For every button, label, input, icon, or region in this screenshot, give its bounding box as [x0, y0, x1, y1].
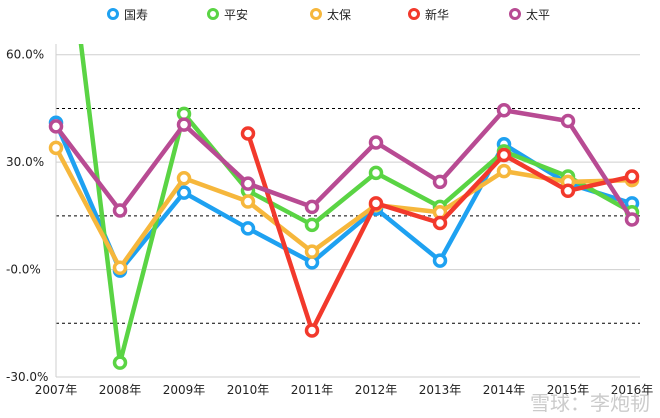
x-tick-label: 2013年	[419, 383, 462, 397]
data-point	[112, 203, 128, 218]
data-point	[112, 355, 128, 370]
legend-label-太平: 太平	[526, 7, 550, 22]
y-tick-label: 30.0%	[6, 155, 44, 169]
data-point	[624, 169, 640, 184]
legend-marker-新华	[408, 8, 420, 20]
data-point	[560, 113, 576, 129]
data-point	[176, 117, 192, 132]
legend-marker-太平	[509, 8, 521, 20]
series-太保	[48, 140, 640, 276]
data-point	[368, 135, 384, 150]
x-tick-label: 2014年	[483, 383, 526, 397]
data-point	[240, 194, 256, 209]
legend-label-太保: 太保	[327, 7, 351, 22]
legend-marker-太保	[310, 8, 322, 20]
x-tick-label: 2016年	[611, 383, 654, 397]
data-point	[496, 163, 512, 179]
data-point	[560, 183, 576, 199]
series-新华	[240, 126, 640, 338]
x-tick-label: 2010年	[227, 383, 270, 397]
data-point	[432, 174, 448, 190]
y-tick-label: -0.0%	[6, 263, 41, 277]
legend-label-新华: 新华	[425, 7, 449, 22]
series-line	[53, 145, 635, 271]
legend-label-平安: 平安	[224, 7, 248, 22]
series-line	[53, 107, 635, 222]
data-point	[240, 176, 256, 191]
watermark: 雪球：李炮韧	[530, 391, 650, 415]
data-point	[240, 221, 256, 236]
data-point	[624, 212, 640, 227]
gridlines	[55, 44, 640, 378]
data-point	[304, 244, 320, 259]
series-line	[245, 131, 635, 333]
data-point	[368, 165, 384, 181]
series-line	[78, 44, 635, 365]
data-point	[496, 102, 512, 118]
data-point	[240, 126, 256, 141]
data-point	[432, 253, 448, 268]
data-point	[48, 140, 64, 156]
legend: 国寿 平安 太保 新华 太平	[107, 7, 550, 22]
y-tick-label: 60.0%	[6, 48, 44, 62]
data-point	[368, 196, 384, 211]
data-point	[304, 217, 320, 233]
x-tick-label: 2007年	[35, 383, 78, 397]
legend-label-国寿: 国寿	[124, 8, 148, 22]
x-axis: 2007年 2008年 2009年 2010年 2011年 2012年 2013年 2014年…	[35, 383, 654, 397]
data-point	[304, 323, 320, 338]
legend-marker-国寿	[107, 8, 119, 20]
data-point	[176, 171, 192, 186]
data-point	[496, 147, 512, 163]
data-point	[112, 260, 128, 276]
x-tick-label: 2008年	[99, 383, 142, 397]
x-tick-label: 2009年	[163, 383, 206, 397]
y-axis: 60.0% 30.0% -0.0% -30.0%	[6, 48, 48, 384]
x-tick-label: 2011年	[291, 383, 334, 397]
y-tick-label: -30.0%	[6, 370, 48, 384]
data-point	[176, 185, 192, 200]
data-point	[432, 215, 448, 231]
series-太平	[48, 102, 640, 227]
x-tick-label: 2012年	[355, 383, 398, 397]
series-group	[48, 44, 640, 370]
x-tick-label: 2015年	[547, 383, 590, 397]
legend-marker-平安	[207, 8, 219, 20]
data-point	[304, 199, 320, 215]
data-point	[48, 119, 64, 134]
